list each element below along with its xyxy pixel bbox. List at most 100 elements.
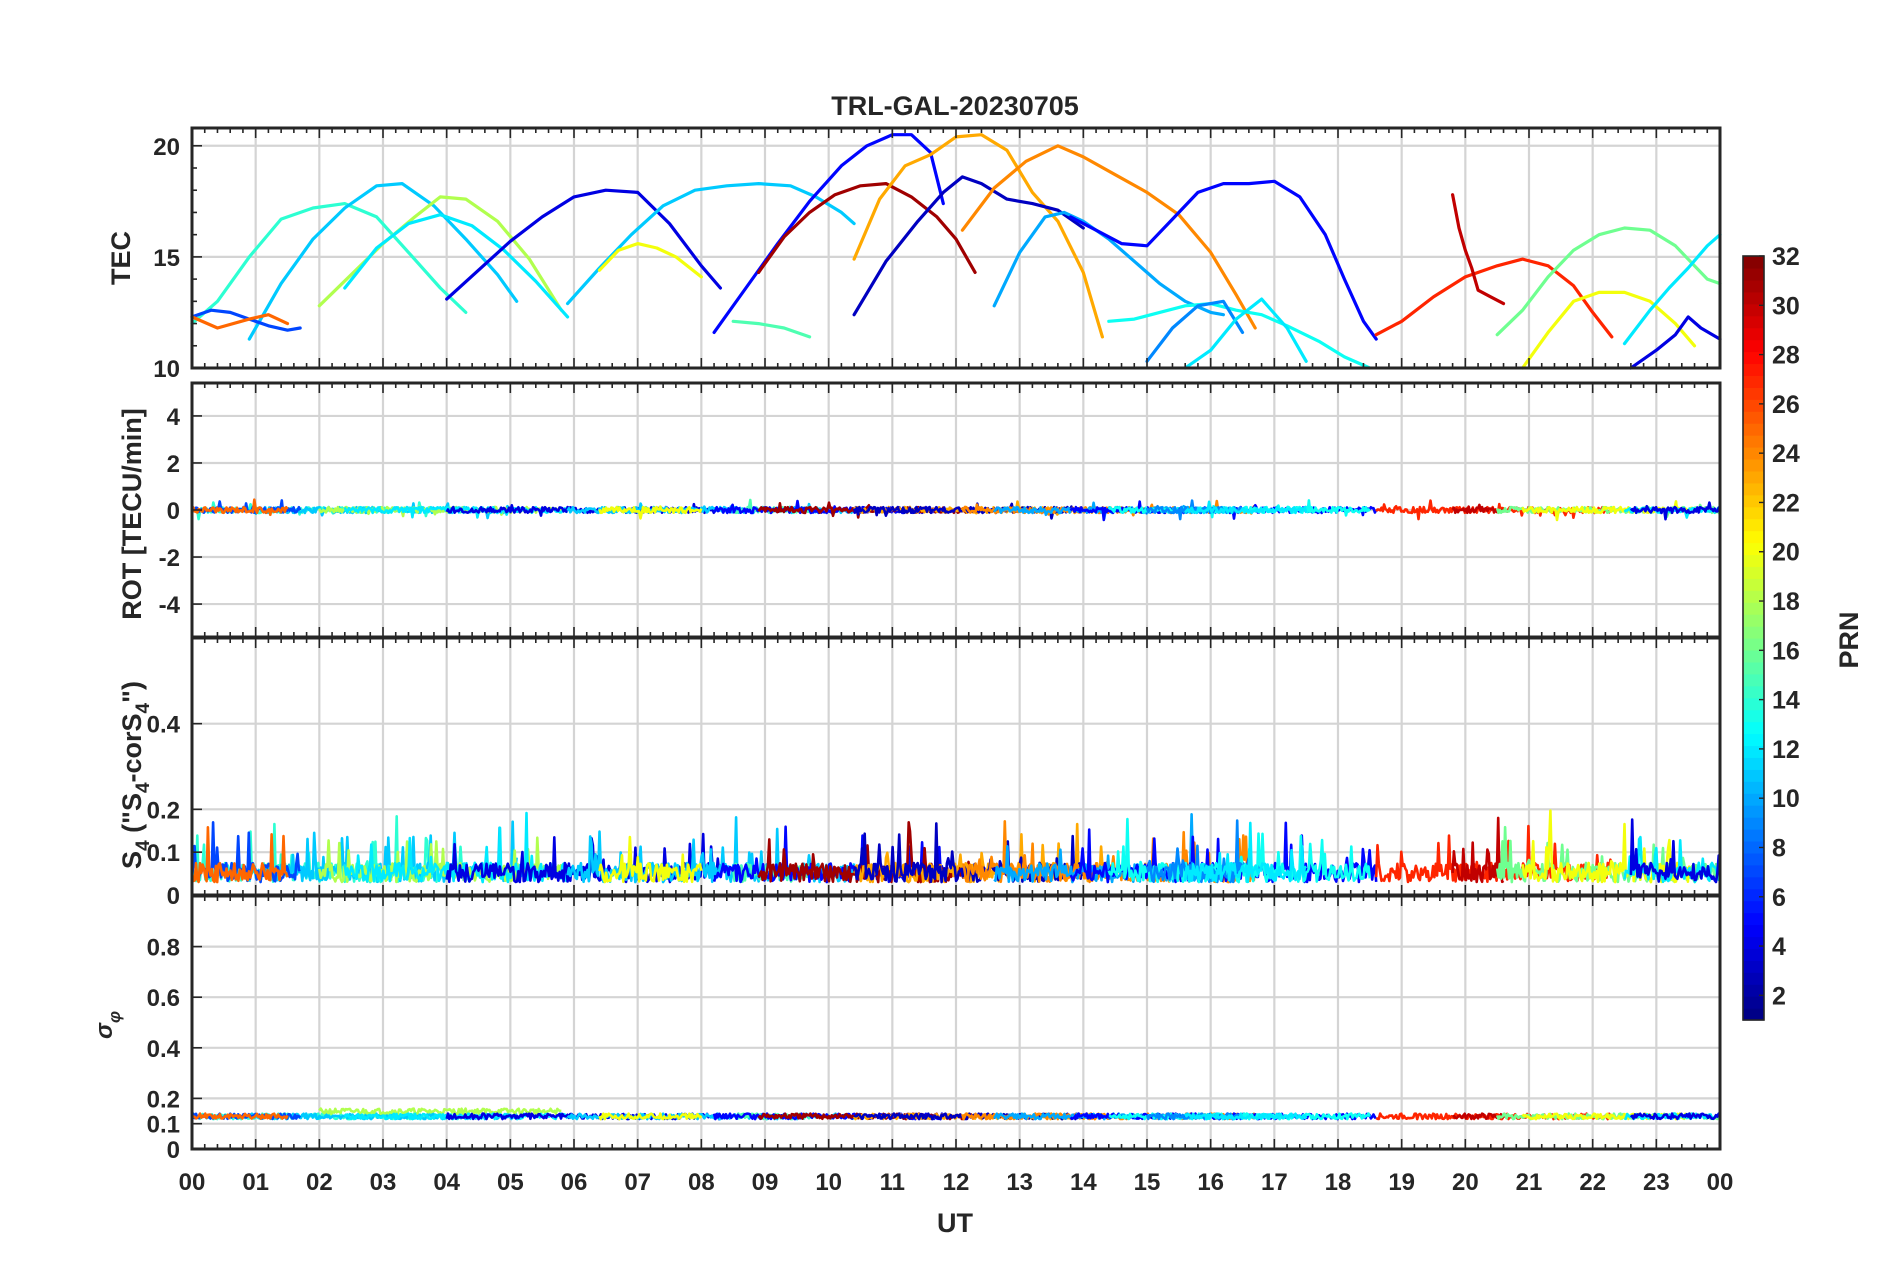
s4-panel: 0 0.1 0.2 0.4 <box>147 636 1722 910</box>
colorbar-segment <box>1743 614 1764 627</box>
tec-y-tick-label: 10 <box>153 356 180 383</box>
tec-series-prn-9 <box>1145 299 1245 363</box>
x-tick-label: 14 <box>1070 1169 1097 1196</box>
tec-series-prn-31 <box>756 182 977 274</box>
colorbar-segment <box>1743 494 1764 508</box>
sigma_phi-y-tick-label: 0.4 <box>147 1036 181 1063</box>
tec-series-prn-20 <box>597 242 703 279</box>
colorbar-segment <box>1743 458 1764 472</box>
x-tick-label: 12 <box>943 1169 970 1196</box>
tec-series-prn-25 <box>190 313 290 330</box>
colorbar-segment <box>1743 924 1764 938</box>
colorbar-segment <box>1743 769 1764 782</box>
colorbar-segment <box>1743 638 1764 651</box>
x-tick-label: 10 <box>815 1169 842 1196</box>
s4-series-prn-30 <box>1451 816 1505 884</box>
s4-y-tick-label: 0 <box>167 883 180 910</box>
sigma_phi-series-prn-25 <box>191 1112 289 1120</box>
tec-y-tick-label: 20 <box>153 134 180 161</box>
s4-series-prn-12 <box>1183 821 1308 884</box>
colorbar-segment <box>1743 805 1764 818</box>
x-tick-label: 06 <box>561 1169 588 1196</box>
x-axis-label: UT <box>937 1208 973 1238</box>
sigma_phi-y-tick-label: 0 <box>167 1137 180 1164</box>
chart-title: TRL-GAL-20230705 <box>831 91 1079 121</box>
colorbar-segment <box>1743 435 1764 448</box>
tec-traces <box>190 133 1722 370</box>
sigma_phi-y-tick-label: 0.2 <box>147 1086 180 1113</box>
tec-series-prn-11 <box>247 182 519 341</box>
rot-series-prn-25 <box>190 498 289 517</box>
s4-series-prn-20 <box>598 835 703 884</box>
colorbar-segment <box>1743 530 1764 544</box>
x-tick-label: 19 <box>1388 1169 1415 1196</box>
x-tick-label: 07 <box>624 1169 651 1196</box>
x-tick-label: 20 <box>1452 1169 1479 1196</box>
colorbar-tick-label: 18 <box>1772 588 1800 616</box>
rot-series-prn-12 <box>1184 500 1308 515</box>
sigma_phi-y-tick-label: 0.6 <box>147 985 180 1012</box>
colorbar-segment <box>1743 960 1764 973</box>
colorbar-tick-label: 6 <box>1772 884 1786 912</box>
tec-series-prn-5 <box>1068 179 1378 341</box>
colorbar-segment <box>1743 840 1764 854</box>
colorbar-tick-label: 32 <box>1772 243 1800 271</box>
colorbar-segment <box>1743 315 1764 329</box>
colorbar-segment <box>1743 267 1764 281</box>
x-tick-label: 23 <box>1643 1169 1670 1196</box>
colorbar-segment <box>1743 673 1764 687</box>
tec-series-prn-4 <box>445 188 723 301</box>
colorbar-segment <box>1743 852 1764 866</box>
s4-y-tick-label: 0.4 <box>147 712 181 739</box>
colorbar-tick-label: 30 <box>1772 292 1800 320</box>
colorbar-tick-label: 14 <box>1772 687 1800 715</box>
x-tick-label: 13 <box>1006 1169 1033 1196</box>
colorbar-segment <box>1743 303 1764 317</box>
colorbar-segment <box>1743 661 1764 675</box>
colorbar-segment <box>1743 291 1764 305</box>
colorbar-segment <box>1743 363 1764 376</box>
tec-series-prn-3 <box>852 175 1085 317</box>
tec-series-prn-24 <box>960 144 1257 330</box>
s4-traces <box>190 809 1722 884</box>
colorbar-segment <box>1743 936 1764 949</box>
x-tick-label: 00 <box>179 1169 206 1196</box>
rot-panel: -4 -2 0 2 4 <box>159 381 1722 639</box>
colorbar-segment <box>1743 542 1764 556</box>
colorbar-segment <box>1743 721 1764 735</box>
colorbar-segment <box>1743 578 1764 591</box>
colorbar-segment <box>1743 888 1764 902</box>
colorbar-segment <box>1743 864 1764 878</box>
colorbar-tick-label: 28 <box>1772 342 1800 370</box>
s4-series-prn-4 <box>1629 818 1722 884</box>
colorbar-segment <box>1743 697 1764 711</box>
tec-panel: 10 15 20 <box>153 126 1722 383</box>
colorbar-segment <box>1743 590 1764 603</box>
colorbar-tick-label: 20 <box>1772 539 1800 567</box>
colorbar-tick-label: 8 <box>1772 834 1786 862</box>
colorbar-segment <box>1743 375 1764 388</box>
x-tick-label: 05 <box>497 1169 524 1196</box>
rot-traces <box>190 498 1722 522</box>
tec-series-prn-20 <box>1520 290 1697 370</box>
colorbar-segment <box>1743 399 1764 412</box>
x-tick-label: 08 <box>688 1169 715 1196</box>
tec-series-prn-14 <box>190 202 468 326</box>
colorbar-segment <box>1743 900 1764 914</box>
rot-y-tick-label: -4 <box>159 592 181 619</box>
tec-series-prn-13 <box>1107 302 1372 370</box>
colorbar-segment <box>1743 602 1764 615</box>
tec-y-label: TEC <box>106 231 136 285</box>
colorbar-segment <box>1743 745 1764 758</box>
colorbar-tick-label: 4 <box>1772 933 1786 961</box>
x-tick-label: 03 <box>370 1169 397 1196</box>
sigma_phi-series-prn-12 <box>1184 1112 1308 1121</box>
x-tick-label: 09 <box>752 1169 779 1196</box>
colorbar-segment <box>1743 829 1764 842</box>
sigma_phi-y-tick-label: 0.1 <box>147 1112 180 1139</box>
rot-ticks: -4 -2 0 2 4 <box>159 383 1721 637</box>
sigma_phi-series-prn-30 <box>1451 1112 1505 1121</box>
x-tick-label: 04 <box>433 1169 460 1196</box>
